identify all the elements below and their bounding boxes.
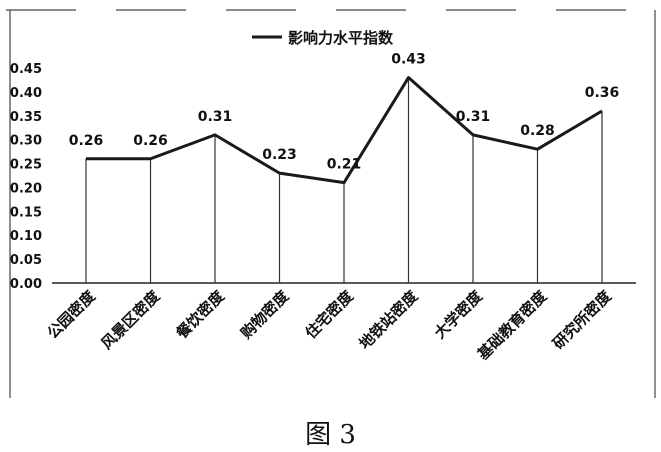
data-label: 0.28 [520, 123, 555, 139]
y-tick-label: 0.40 [10, 86, 42, 101]
x-tick-label: 风景区密度 [98, 286, 164, 352]
data-label: 0.23 [262, 147, 297, 163]
data-label: 0.31 [198, 109, 233, 125]
y-tick-label: 0.00 [10, 277, 42, 292]
y-axis: 0.00 0.05 0.10 0.15 0.20 0.25 0.30 0.35 0.40 0.45 [10, 62, 42, 292]
data-label: 0.31 [456, 109, 491, 125]
y-tick-label: 0.25 [10, 158, 42, 173]
y-tick-label: 0.05 [10, 253, 42, 268]
y-tick-label: 0.10 [10, 229, 42, 244]
x-tick-label: 大学密度 [431, 286, 487, 342]
x-tick-label: 地铁站密度 [356, 286, 422, 352]
y-tick-label: 0.15 [10, 205, 42, 220]
x-tick-label: 研究所密度 [549, 286, 615, 352]
data-label: 0.36 [585, 85, 620, 101]
legend-label: 影响力水平指数 [288, 29, 394, 47]
figure-caption: 图 3 [305, 420, 356, 450]
series-line-path [86, 76, 603, 185]
data-labels: 0.26 0.26 0.31 0.23 0.21 0.43 0.31 0.28 0.36 [69, 52, 620, 173]
data-label: 0.26 [133, 133, 168, 149]
series-line [86, 76, 603, 185]
drop-lines [85, 77, 603, 283]
x-tick-label: 基础教育密度 [473, 286, 551, 364]
legend: 影响力水平指数 [252, 29, 394, 47]
x-tick-label: 购物密度 [237, 286, 293, 342]
data-label: 0.21 [327, 157, 362, 173]
y-tick-label: 0.45 [10, 62, 42, 77]
x-tick-label: 餐饮密度 [173, 286, 229, 342]
data-label: 0.43 [391, 52, 426, 68]
y-tick-label: 0.20 [10, 181, 42, 196]
data-label: 0.26 [69, 133, 104, 149]
y-tick-label: 0.30 [10, 134, 42, 149]
chart-frame [6, 9, 656, 398]
x-tick-label: 住宅密度 [302, 286, 358, 342]
x-tick-label: 公园密度 [44, 286, 100, 342]
y-tick-label: 0.35 [10, 110, 42, 125]
